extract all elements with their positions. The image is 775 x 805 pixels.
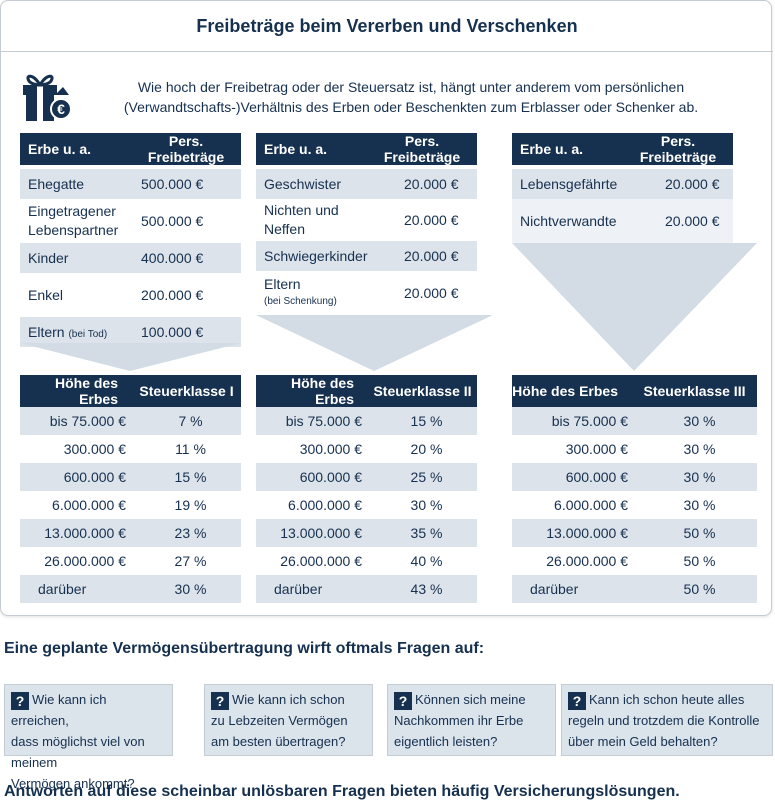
table-row: 6.000.000 €30 % (554, 497, 716, 513)
allowance-card: Freibeträge beim Vererben und Verschenke… (0, 0, 773, 616)
page-title: Freibeträge beim Vererben und Verschenke… (1, 1, 773, 52)
table-row: 13.000.000 €23 % (20, 519, 241, 547)
table-row: Enkel 200.000 € (28, 287, 204, 303)
rate-table-3: Höhe des Erbes Steuerklasse III bis 75.0… (512, 375, 757, 603)
table-row: Lebensgefährte 20.000 € (512, 169, 733, 199)
question-box: ? Wie kann ich schon zu Lebzeiten Vermöge… (204, 684, 373, 756)
table-row: Nichten und Neffen 20.000 € (264, 202, 459, 237)
question-mark-icon: ? (394, 692, 412, 710)
table-row: Schwiegerkinder 20.000 € (256, 241, 477, 271)
allowance-header: Erbe u. a. Pers. Freibeträge (256, 133, 477, 165)
arrow-down-icon (256, 315, 493, 371)
rate-header: Höhe des Erbes Steuerklasse I (20, 375, 241, 407)
table-row: 13.000.000 €50 % (512, 519, 757, 547)
svg-text:€: € (57, 101, 65, 117)
rate-header: Höhe des Erbes Steuerklasse II (256, 375, 477, 407)
allowance-header: Erbe u. a. Pers. Freibeträge (512, 133, 733, 165)
intro-text: Wie hoch der Freibetrag oder der Steuers… (123, 79, 699, 115)
table-row: Eltern (bei Tod) 100.000 € (20, 317, 241, 347)
table-row: 26.000.000 €27 % (44, 553, 207, 569)
table-row: Nichtverwandte 20.000 € (512, 199, 733, 243)
rate-table-1: Höhe des Erbes Steuerklasse I bis 75.000… (20, 375, 241, 603)
questions-heading: Eine geplante Vermögensübertragung wirft… (4, 640, 485, 657)
question-mark-icon: ? (211, 692, 229, 710)
question-box: ? Können sich meine Nachkommen ihr Erbe ei… (387, 684, 556, 756)
allowance-table-2: Erbe u. a. Pers. Freibeträge Geschwister… (256, 133, 477, 315)
allowance-table-3: Erbe u. a. Pers. Freibeträge Lebensgefäh… (512, 133, 733, 243)
table-row: 13.000.000 €35 % (256, 519, 477, 547)
table-row: 600.000 €15 % (20, 463, 241, 491)
table-row: 6.000.000 €19 % (52, 497, 207, 513)
table-row: 600.000 €30 % (512, 463, 757, 491)
table-row: darüber 50 % (512, 575, 757, 603)
table-row: 300.000 €20 % (299, 441, 443, 457)
table-row: Kinder 400.000 € (20, 243, 241, 273)
question-box: ? Kann ich schon heute alles regeln und t… (561, 684, 773, 756)
table-row: darüber 30 % (20, 575, 241, 603)
table-row: Eltern (bei Schenkung) 20.000 € (264, 276, 459, 308)
table-row: 26.000.000 €40 % (280, 553, 443, 569)
rate-header: Höhe des Erbes Steuerklasse III (512, 375, 757, 407)
table-row: darüber 43 % (256, 575, 477, 603)
table-row: 300.000 €11 % (63, 441, 206, 457)
table-row: 600.000 €25 % (256, 463, 477, 491)
table-row: 300.000 €30 % (565, 441, 716, 457)
table-row: Ehegatte 500.000 € (20, 169, 241, 199)
table-row: 6.000.000 €30 % (288, 497, 443, 513)
table-row: bis 75.000 €15 % (256, 407, 477, 435)
question-box: ? Wie kann ich erreichen, dass möglichst … (4, 684, 173, 791)
table-row: bis 75.000 €7 % (20, 407, 241, 435)
gift-euro-icon: € (23, 74, 71, 121)
allowance-table-1: Erbe u. a. Pers. Freibeträge Ehegatte 50… (20, 133, 241, 347)
rate-table-2: Höhe des Erbes Steuerklasse II bis 75.00… (256, 375, 477, 603)
table-row: 26.000.000 €50 % (546, 553, 716, 569)
footer-text: Antworten auf diese scheinbar unlösbaren… (4, 783, 680, 800)
question-mark-icon: ? (568, 692, 586, 710)
arrow-down-icon (512, 243, 757, 371)
table-row: bis 75.000 €30 % (512, 407, 757, 435)
question-mark-icon: ? (11, 692, 29, 710)
allowance-header: Erbe u. a. Pers. Freibeträge (20, 133, 241, 165)
arrow-down-icon (20, 343, 241, 371)
table-row: Eingetragener Lebenspartner 500.000 € (28, 203, 204, 238)
table-row: Geschwister 20.000 € (256, 169, 477, 199)
